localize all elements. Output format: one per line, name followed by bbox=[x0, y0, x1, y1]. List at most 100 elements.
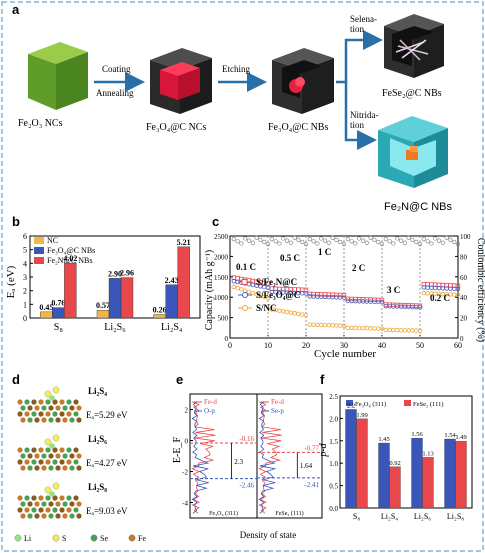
panel-c-ce-point bbox=[364, 240, 369, 245]
panel-d-sulfur-atom bbox=[44, 438, 52, 446]
panel-d-slab-atom bbox=[69, 417, 75, 423]
panel-b-bar bbox=[177, 246, 190, 319]
panel-d-slab-atom bbox=[62, 501, 68, 507]
panel-e-ytick-label: 0 bbox=[185, 438, 189, 446]
panel-c-ylabel-left: Capacity (mAh g⁻¹) bbox=[204, 250, 215, 330]
panel-d-slab-atom bbox=[34, 453, 40, 459]
panel-c-ce-point bbox=[311, 239, 316, 244]
panel-f-bar bbox=[389, 466, 401, 509]
fe3o4c-nbs-cube bbox=[272, 48, 334, 114]
panel-c-ytick-label-left: 2500 bbox=[214, 233, 229, 241]
panel-b-ytick-label: 6 bbox=[23, 232, 27, 241]
panel-d-sulfur-atom bbox=[52, 386, 60, 394]
panel-b-axes: 0 1 2 3 4 5 6 S₈ Li₂S₆ Li₂S₄ bbox=[23, 232, 201, 333]
panel-d: d Li₂S₄ Eₐ=5.29 eV Li₂S₆ Eₐ=4.27 eV Li₂S₈ Eₐ=… bbox=[12, 372, 146, 543]
panel-b-ytick-label: 5 bbox=[23, 246, 27, 255]
panel-c-ytick-label-right: 0 bbox=[460, 335, 464, 343]
panel-b-bar bbox=[40, 311, 53, 319]
panel-c-ytick-label-right: 40 bbox=[460, 294, 468, 302]
panel-d-slab-atom bbox=[55, 453, 61, 459]
panel-f-ylabel: p-d bbox=[318, 442, 329, 457]
panel-c-ce-point bbox=[391, 241, 396, 246]
panel-c-point bbox=[239, 287, 244, 292]
panel-c-point bbox=[231, 284, 236, 290]
panel-f-ytick-label: 0.0 bbox=[329, 505, 338, 513]
panel-d-slab-atom bbox=[69, 513, 75, 519]
panel-f-bar bbox=[455, 441, 467, 509]
panel-d-slab-atom bbox=[38, 495, 44, 501]
panel-d-slab-atom bbox=[48, 405, 54, 411]
panel-c-ce-point bbox=[383, 237, 388, 242]
panel-d-legend-label: Li bbox=[24, 534, 32, 543]
panel-d-slab-atom bbox=[38, 411, 44, 417]
panel-c-rate-label: 2 C bbox=[352, 263, 365, 273]
fe3o4c-ncs-label: Fe₃O₄@C NCs bbox=[146, 122, 206, 133]
panel-c-ce-point bbox=[300, 239, 305, 245]
panel-b-bar bbox=[52, 307, 65, 319]
panel-c-point bbox=[455, 286, 461, 292]
panel-f-ytick-label: 0.5 bbox=[329, 483, 338, 491]
panel-c-ce-point bbox=[414, 239, 419, 245]
panel-d-slab-atom bbox=[20, 465, 26, 471]
panel-c-ce-point bbox=[452, 239, 457, 245]
panel-c-ce-point bbox=[406, 235, 411, 240]
panel-c-ce-point bbox=[330, 235, 335, 240]
panel-c-ce-point bbox=[281, 236, 286, 241]
panel-b-value-label: 0.57 bbox=[96, 301, 110, 310]
panel-f-xtick-label: Li₂S₈ bbox=[447, 512, 464, 521]
panel-c-ce-point bbox=[372, 237, 377, 242]
panel-b-xtick-label: Li₂S₆ bbox=[104, 322, 126, 333]
panel-c-rate-label: 3 C bbox=[387, 285, 400, 295]
panel-c-ce-point bbox=[277, 241, 282, 246]
panel-e-dos-curve bbox=[191, 401, 210, 514]
panel-c-xtick-label: 40 bbox=[378, 341, 386, 350]
panel-e-dos-curve bbox=[258, 401, 277, 514]
panel-c-point bbox=[417, 305, 423, 310]
panel-b-ytick-label: 4 bbox=[23, 259, 27, 268]
panel-d-legend-atom bbox=[14, 534, 22, 542]
panel-b-legend-swatch bbox=[34, 237, 44, 244]
panel-f-value-label: 0.92 bbox=[389, 460, 400, 467]
panel-d-slab-atom bbox=[24, 495, 30, 501]
panel-f-ytick-label: 2.0 bbox=[329, 415, 338, 423]
panel-d-slab-atom bbox=[59, 447, 65, 453]
panel-b-legend-swatch bbox=[34, 257, 44, 264]
panel-c-ce-point bbox=[322, 238, 328, 243]
fese2-label: FeSe₂@C NBs bbox=[382, 88, 442, 99]
panel-e-subplot-name: Fe₃O₄ (311) bbox=[209, 510, 238, 517]
panel-c-ytick-label-left: 2000 bbox=[214, 253, 229, 261]
panel-d-letter: d bbox=[12, 372, 20, 387]
panel-d-slab-atom bbox=[52, 507, 58, 513]
fese2-cube bbox=[384, 14, 444, 78]
panel-d-slab-atom bbox=[17, 459, 23, 465]
panel-d-slab-atom bbox=[38, 447, 44, 453]
panel-d-slab-atom bbox=[41, 513, 47, 519]
panel-d-slab-atom bbox=[17, 447, 23, 453]
panel-c-ce-point bbox=[398, 238, 404, 243]
panel-c-ce-point bbox=[376, 239, 381, 245]
panel-c-ce-point bbox=[235, 239, 240, 244]
panel-f-legend-label: Fe₃O₄ (311) bbox=[355, 401, 386, 408]
panel-c: c 0 10 20 30 40 50 600500100015002000250002040… bbox=[204, 214, 485, 360]
panel-d-slab-atom bbox=[76, 405, 82, 411]
panel-d-slab-atom bbox=[76, 417, 82, 423]
panel-c-ce-point bbox=[455, 242, 461, 247]
panel-d-legend-atom bbox=[128, 534, 136, 542]
nitridation-arrow bbox=[344, 82, 377, 150]
panel-c-point bbox=[262, 294, 267, 299]
panel-b-value-label: 0.76 bbox=[51, 299, 65, 308]
panel-d-slab-atom bbox=[76, 453, 82, 459]
panel-c-ce-point bbox=[315, 241, 320, 246]
panel-c-legend-label: S/Fe₃O₄@C bbox=[256, 290, 300, 300]
annealing-label: Annealing bbox=[96, 88, 134, 98]
panel-d-species-label: Li₂S₄ bbox=[88, 386, 107, 396]
panel-d-slab-atom bbox=[76, 465, 82, 471]
panel-d-species-label: Li₂S₈ bbox=[88, 482, 107, 492]
panel-b: b 0 1 2 3 4 5 6 S₈ Li₂S₆ Li₂S₄ Eₐ (eV) NCFe₃O₄@C … bbox=[5, 214, 201, 333]
panel-d-slab-atom bbox=[55, 405, 61, 411]
panel-d-species-label: Li₂S₆ bbox=[88, 434, 107, 444]
panel-c-ce-point bbox=[387, 239, 392, 244]
panel-f-ytick-label: 1.5 bbox=[329, 438, 338, 446]
panel-d-slab-atom bbox=[20, 501, 26, 507]
